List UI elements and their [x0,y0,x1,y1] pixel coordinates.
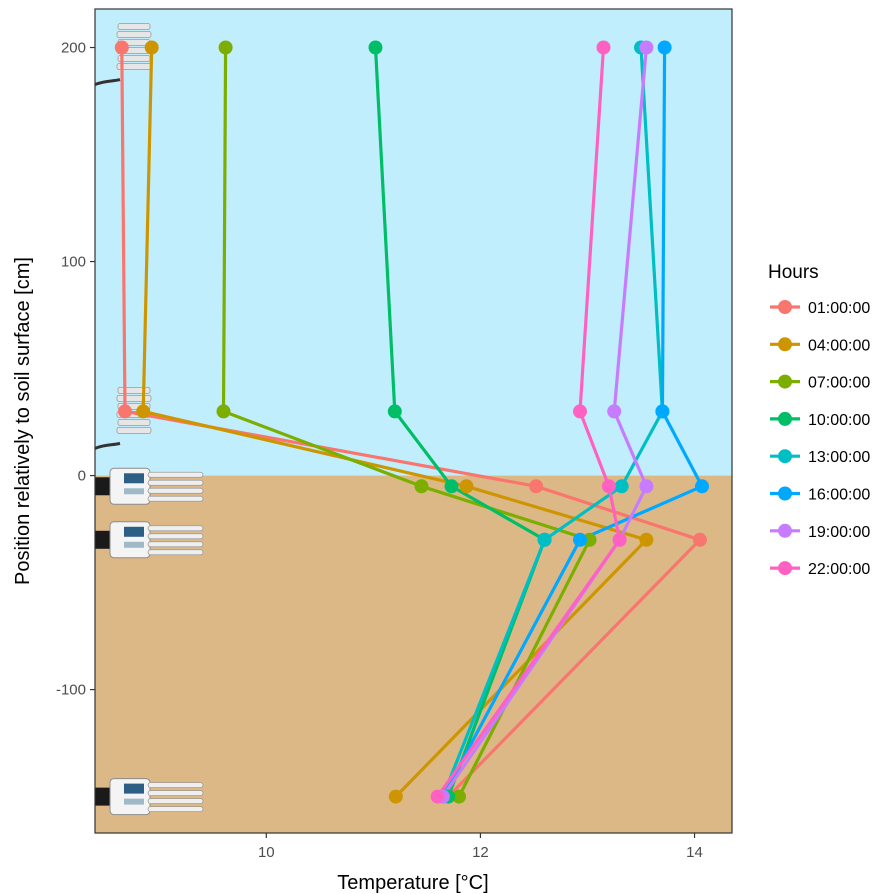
legend-marker [778,411,792,426]
legend-label: 13:00:00 [808,449,870,466]
data-point [387,404,402,419]
y-axis: 200 100 0 -100 [56,40,95,699]
y-tick-label: 0 [78,468,86,485]
legend-label: 16:00:00 [808,487,870,504]
x-tick-label: 12 [472,844,489,861]
data-point [444,479,459,494]
legend-label: 19:00:00 [808,524,870,541]
legend-marker [778,337,792,352]
legend-label: 01:00:00 [808,300,870,317]
soil-probe-icon [95,521,204,559]
data-point [218,40,233,55]
x-tick-label: 14 [686,844,703,861]
data-point [216,404,231,419]
x-axis-title: Temperature [°C] [337,872,488,894]
legend-label: 22:00:00 [808,561,870,578]
y-tick-label: 100 [61,254,86,271]
data-point [573,532,587,547]
data-point [537,532,552,547]
data-point [452,789,466,804]
legend-item: 13:00:00 [770,449,870,466]
legend-item: 01:00:00 [770,300,870,317]
data-point [607,404,622,419]
legend-marker [778,486,792,501]
plot-border [94,8,733,834]
data-point [582,532,597,547]
legend-title: Hours [768,262,819,283]
data-point [639,532,654,547]
air-region [95,9,732,476]
y-tick-label: 200 [61,40,86,57]
data-point [388,789,403,804]
data-point [612,532,627,547]
legend-marker [778,561,792,576]
data-point [601,479,616,494]
data-point [573,404,587,419]
legend-label: 10:00:00 [808,412,870,429]
data-point [695,479,709,494]
legend-item: 07:00:00 [770,374,870,392]
data-point [596,40,611,55]
legend-item: 04:00:00 [770,337,870,354]
data-point [657,40,672,55]
x-axis: 10 12 14 [258,833,703,861]
sensor-illustrations [94,23,204,816]
data-point [414,479,429,494]
legend-item: 10:00:00 [770,411,870,429]
soil-probe-icon [95,778,204,816]
data-point [639,40,654,55]
data-point [459,479,474,494]
data-point [430,789,445,804]
legend-item: 19:00:00 [770,523,870,541]
data-point [368,40,383,55]
legend-item: 22:00:00 [770,561,870,578]
data-point [655,404,670,419]
data-point [639,479,654,494]
y-tick-label: -100 [56,682,86,699]
legend-label: 07:00:00 [808,375,870,392]
legend-marker [778,374,792,389]
legend-label: 04:00:00 [808,337,870,354]
series-points [114,40,709,804]
y-axis-title: Position relatively to soil surface [cm] [12,257,34,585]
x-tick-label: 10 [258,844,275,861]
data-point [692,532,707,547]
data-point [136,404,151,419]
legend-item: 16:00:00 [770,486,870,504]
legend: Hours 01:00:00 04:00:00 07:00:00 10:00:00 13… [768,262,870,578]
data-point [529,479,544,494]
legend-marker [778,300,792,314]
soil-probe-icon [95,467,204,505]
data-point [144,40,159,55]
data-point [614,479,629,494]
data-point [114,40,129,55]
data-point [118,404,132,419]
legend-marker [778,449,792,464]
legend-marker [778,523,792,538]
